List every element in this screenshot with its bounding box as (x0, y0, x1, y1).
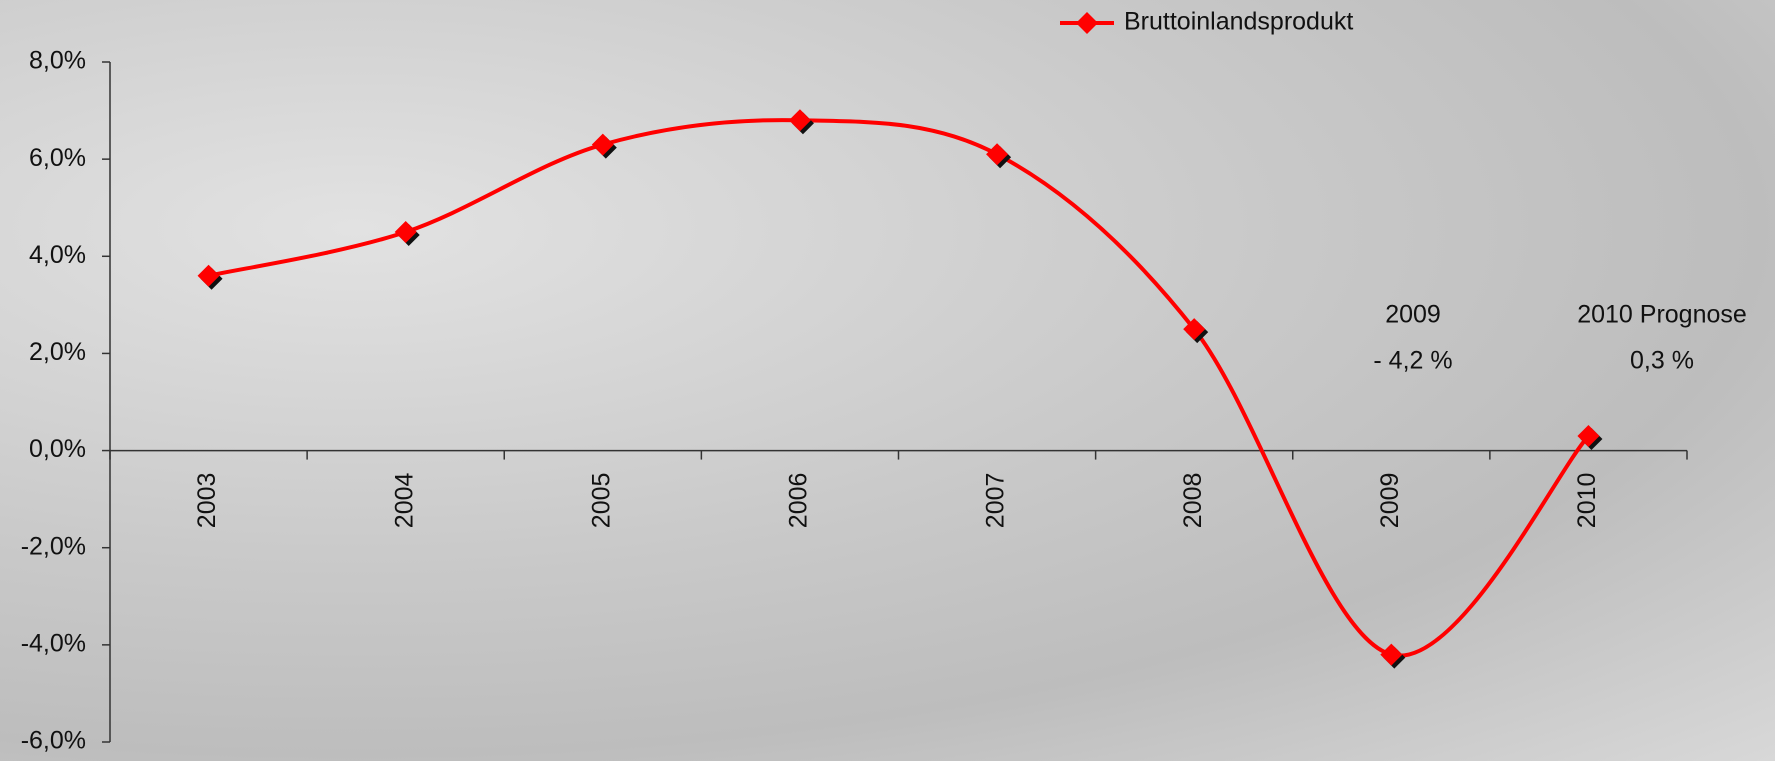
page: -6,0% -4,0% -2,0% 0,0% 2,0% 4,0% 6,0% 8,0% 2003 2… (0, 0, 1775, 761)
x-tick-label: 2007 (982, 473, 1010, 529)
annotation: - 4,2 % (1373, 347, 1452, 375)
y-tick-label: -4,0% (21, 629, 86, 657)
annotation: 2010 Prognose (1577, 301, 1747, 329)
y-tick-label: 4,0% (29, 241, 86, 269)
x-tick-label: 2009 (1376, 473, 1404, 529)
annotation: 0,3 % (1630, 347, 1694, 375)
y-tick-label: 0,0% (29, 435, 86, 463)
y-tick-label: 2,0% (29, 338, 86, 366)
x-tick-label: 2010 (1573, 473, 1601, 529)
x-tick-label: 2005 (587, 473, 615, 529)
legend-label: Bruttoinlandsprodukt (1124, 8, 1353, 36)
x-tick-label: 2006 (785, 473, 813, 529)
chart: -6,0% -4,0% -2,0% 0,0% 2,0% 4,0% 6,0% 8,0% 2003 2… (0, 0, 1775, 761)
y-tick-label: 8,0% (29, 47, 86, 75)
series-line (209, 120, 1589, 656)
x-tick-label: 2008 (1179, 473, 1207, 529)
x-tick-label: 2004 (390, 472, 418, 528)
annotation: 2009 (1385, 301, 1441, 329)
y-tick-label: -6,0% (21, 727, 86, 755)
y-tick-label: -2,0% (21, 532, 86, 560)
legend-marker (1076, 12, 1098, 34)
x-tick-label: 2003 (193, 473, 221, 529)
y-tick-label: 6,0% (29, 144, 86, 172)
